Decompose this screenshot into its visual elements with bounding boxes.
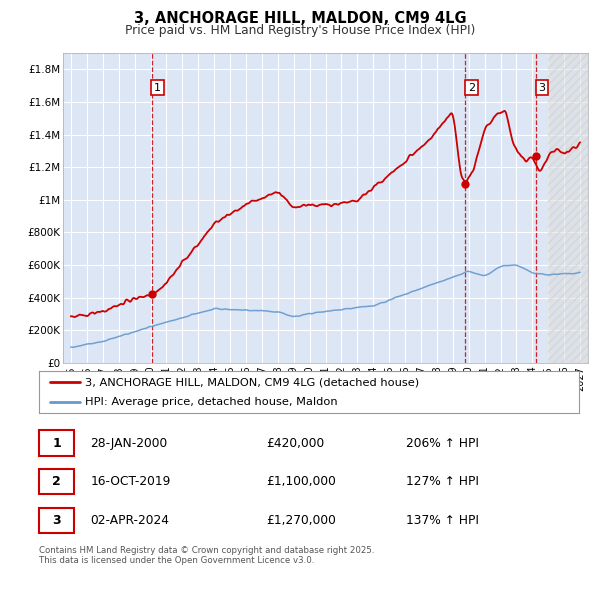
Text: Contains HM Land Registry data © Crown copyright and database right 2025.
This d: Contains HM Land Registry data © Crown c… [39,546,374,565]
Text: 02-APR-2024: 02-APR-2024 [90,514,169,527]
Text: 206% ↑ HPI: 206% ↑ HPI [406,437,479,450]
Text: 3, ANCHORAGE HILL, MALDON, CM9 4LG (detached house): 3, ANCHORAGE HILL, MALDON, CM9 4LG (deta… [85,378,419,388]
Text: 2: 2 [52,476,61,489]
Text: Price paid vs. HM Land Registry's House Price Index (HPI): Price paid vs. HM Land Registry's House … [125,24,475,37]
Text: 2: 2 [468,83,475,93]
Text: 3: 3 [539,83,545,93]
Text: HPI: Average price, detached house, Maldon: HPI: Average price, detached house, Mald… [85,397,338,407]
Text: 3: 3 [52,514,61,527]
FancyBboxPatch shape [39,469,74,494]
Text: 16-OCT-2019: 16-OCT-2019 [90,476,170,489]
Text: 1: 1 [52,437,61,450]
Text: 28-JAN-2000: 28-JAN-2000 [90,437,167,450]
Text: £420,000: £420,000 [266,437,324,450]
FancyBboxPatch shape [39,508,74,533]
FancyBboxPatch shape [39,430,74,456]
Text: 137% ↑ HPI: 137% ↑ HPI [406,514,479,527]
Text: £1,100,000: £1,100,000 [266,476,335,489]
Polygon shape [548,53,588,363]
Text: 1: 1 [154,83,161,93]
Text: 3, ANCHORAGE HILL, MALDON, CM9 4LG: 3, ANCHORAGE HILL, MALDON, CM9 4LG [134,11,466,26]
Text: 127% ↑ HPI: 127% ↑ HPI [406,476,479,489]
Text: £1,270,000: £1,270,000 [266,514,335,527]
